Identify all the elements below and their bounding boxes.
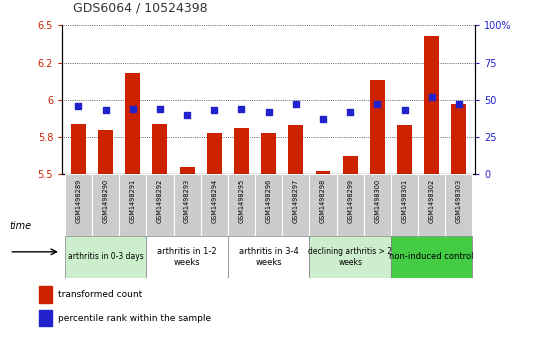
Bar [125,73,140,174]
Text: percentile rank within the sample: percentile rank within the sample [58,314,211,323]
Text: GSM1498300: GSM1498300 [374,179,380,224]
Point [455,101,463,107]
Text: GSM1498301: GSM1498301 [402,179,408,223]
Bar [418,174,446,236]
Point [129,106,137,112]
Bar [364,174,391,236]
Text: transformed count: transformed count [58,290,142,299]
Text: GSM1498299: GSM1498299 [347,179,353,223]
Bar [391,236,472,278]
Point [102,107,110,113]
Bar [228,236,309,278]
Bar [288,125,303,174]
Text: GSM1498296: GSM1498296 [266,179,272,224]
Bar [152,124,167,174]
Bar [336,174,364,236]
Bar [309,174,336,236]
Text: GSM1498303: GSM1498303 [456,179,462,223]
Bar [261,132,276,174]
Bar [309,236,391,278]
Bar [39,310,52,326]
Bar [207,132,222,174]
Point [292,101,300,107]
Text: GSM1498292: GSM1498292 [157,179,163,224]
Point [373,101,382,107]
Bar [424,36,439,174]
Text: GSM1498290: GSM1498290 [103,179,109,224]
Bar [446,174,472,236]
Bar [451,104,467,174]
Point [156,106,164,112]
Text: GSM1498291: GSM1498291 [130,179,136,223]
Bar [65,174,92,236]
Bar [201,174,228,236]
Text: GSM1498295: GSM1498295 [239,179,245,224]
Point [400,107,409,113]
Text: GSM1498293: GSM1498293 [184,179,190,223]
Bar [98,130,113,174]
Bar [397,125,412,174]
Bar [146,174,173,236]
Point [319,116,327,122]
Point [74,103,83,109]
Point [210,107,219,113]
Text: arthritis in 0-3 days: arthritis in 0-3 days [68,252,144,261]
Text: GDS6064 / 10524398: GDS6064 / 10524398 [73,1,207,15]
Text: GSM1498289: GSM1498289 [76,179,82,224]
Text: declining arthritis > 2
weeks: declining arthritis > 2 weeks [308,247,392,266]
Bar [119,174,146,236]
Bar [228,174,255,236]
Bar [391,174,418,236]
Point [237,106,246,112]
Bar [315,171,330,174]
Text: non-induced control: non-induced control [389,252,474,261]
Text: arthritis in 3-4
weeks: arthritis in 3-4 weeks [239,247,299,266]
Text: GSM1498297: GSM1498297 [293,179,299,224]
Bar [180,167,194,174]
Bar [343,156,357,174]
Bar [39,286,52,303]
Text: GSM1498302: GSM1498302 [429,179,435,224]
Bar [92,174,119,236]
Bar [234,128,249,174]
Text: GSM1498298: GSM1498298 [320,179,326,224]
Point [183,112,192,118]
Text: GSM1498294: GSM1498294 [211,179,217,224]
Bar [65,236,146,278]
Point [265,109,273,115]
Bar [282,174,309,236]
Point [427,94,436,100]
Bar [255,174,282,236]
Text: time: time [9,221,31,231]
Bar [173,174,201,236]
Bar [370,81,385,174]
Bar [146,236,228,278]
Text: arthritis in 1-2
weeks: arthritis in 1-2 weeks [157,247,217,266]
Point [346,109,354,115]
Bar [71,124,86,174]
